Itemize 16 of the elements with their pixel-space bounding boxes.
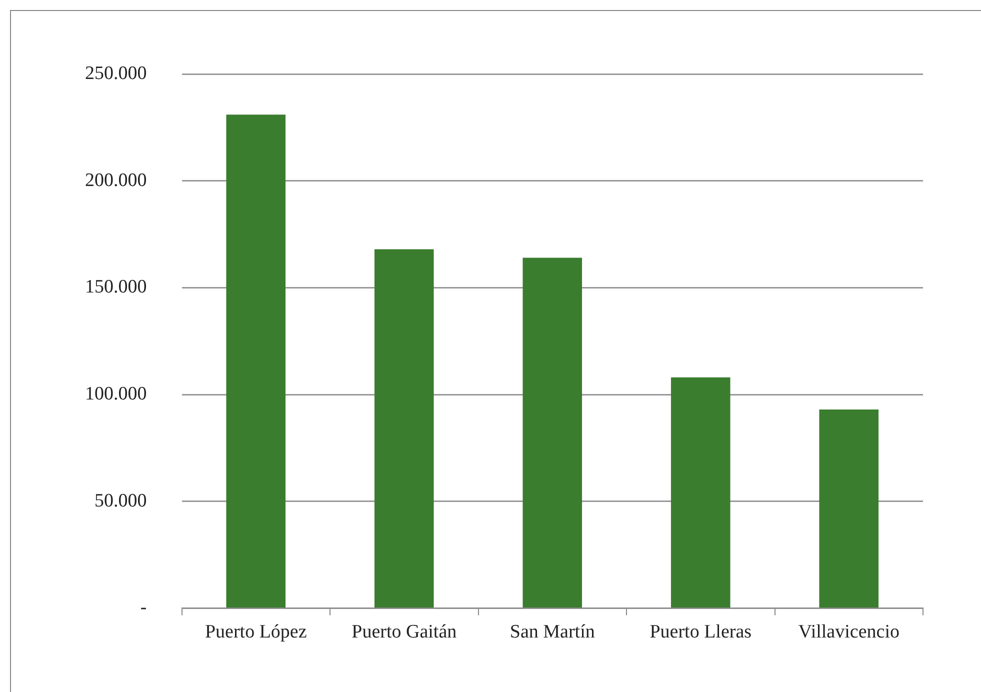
x-tick-label: Villavicencio [798, 622, 900, 643]
y-tick-label: - [140, 597, 147, 618]
bar [226, 114, 286, 608]
y-tick-label: 50.000 [94, 490, 147, 512]
y-tick-label: 250.000 [85, 62, 147, 84]
y-tick-label: 100.000 [85, 384, 147, 405]
x-tick-label: Puerto López [204, 622, 307, 643]
bar [522, 258, 582, 608]
bar [374, 249, 434, 608]
x-tick-label: Puerto Lleras [650, 622, 752, 643]
x-tick-label: Puerto Gaitán [352, 622, 458, 643]
bar [819, 409, 879, 608]
y-tick-label: 150.000 [85, 276, 147, 298]
x-tick-label: San Martín [510, 622, 596, 643]
bar [670, 377, 730, 608]
y-tick-label: 200.000 [85, 170, 147, 191]
